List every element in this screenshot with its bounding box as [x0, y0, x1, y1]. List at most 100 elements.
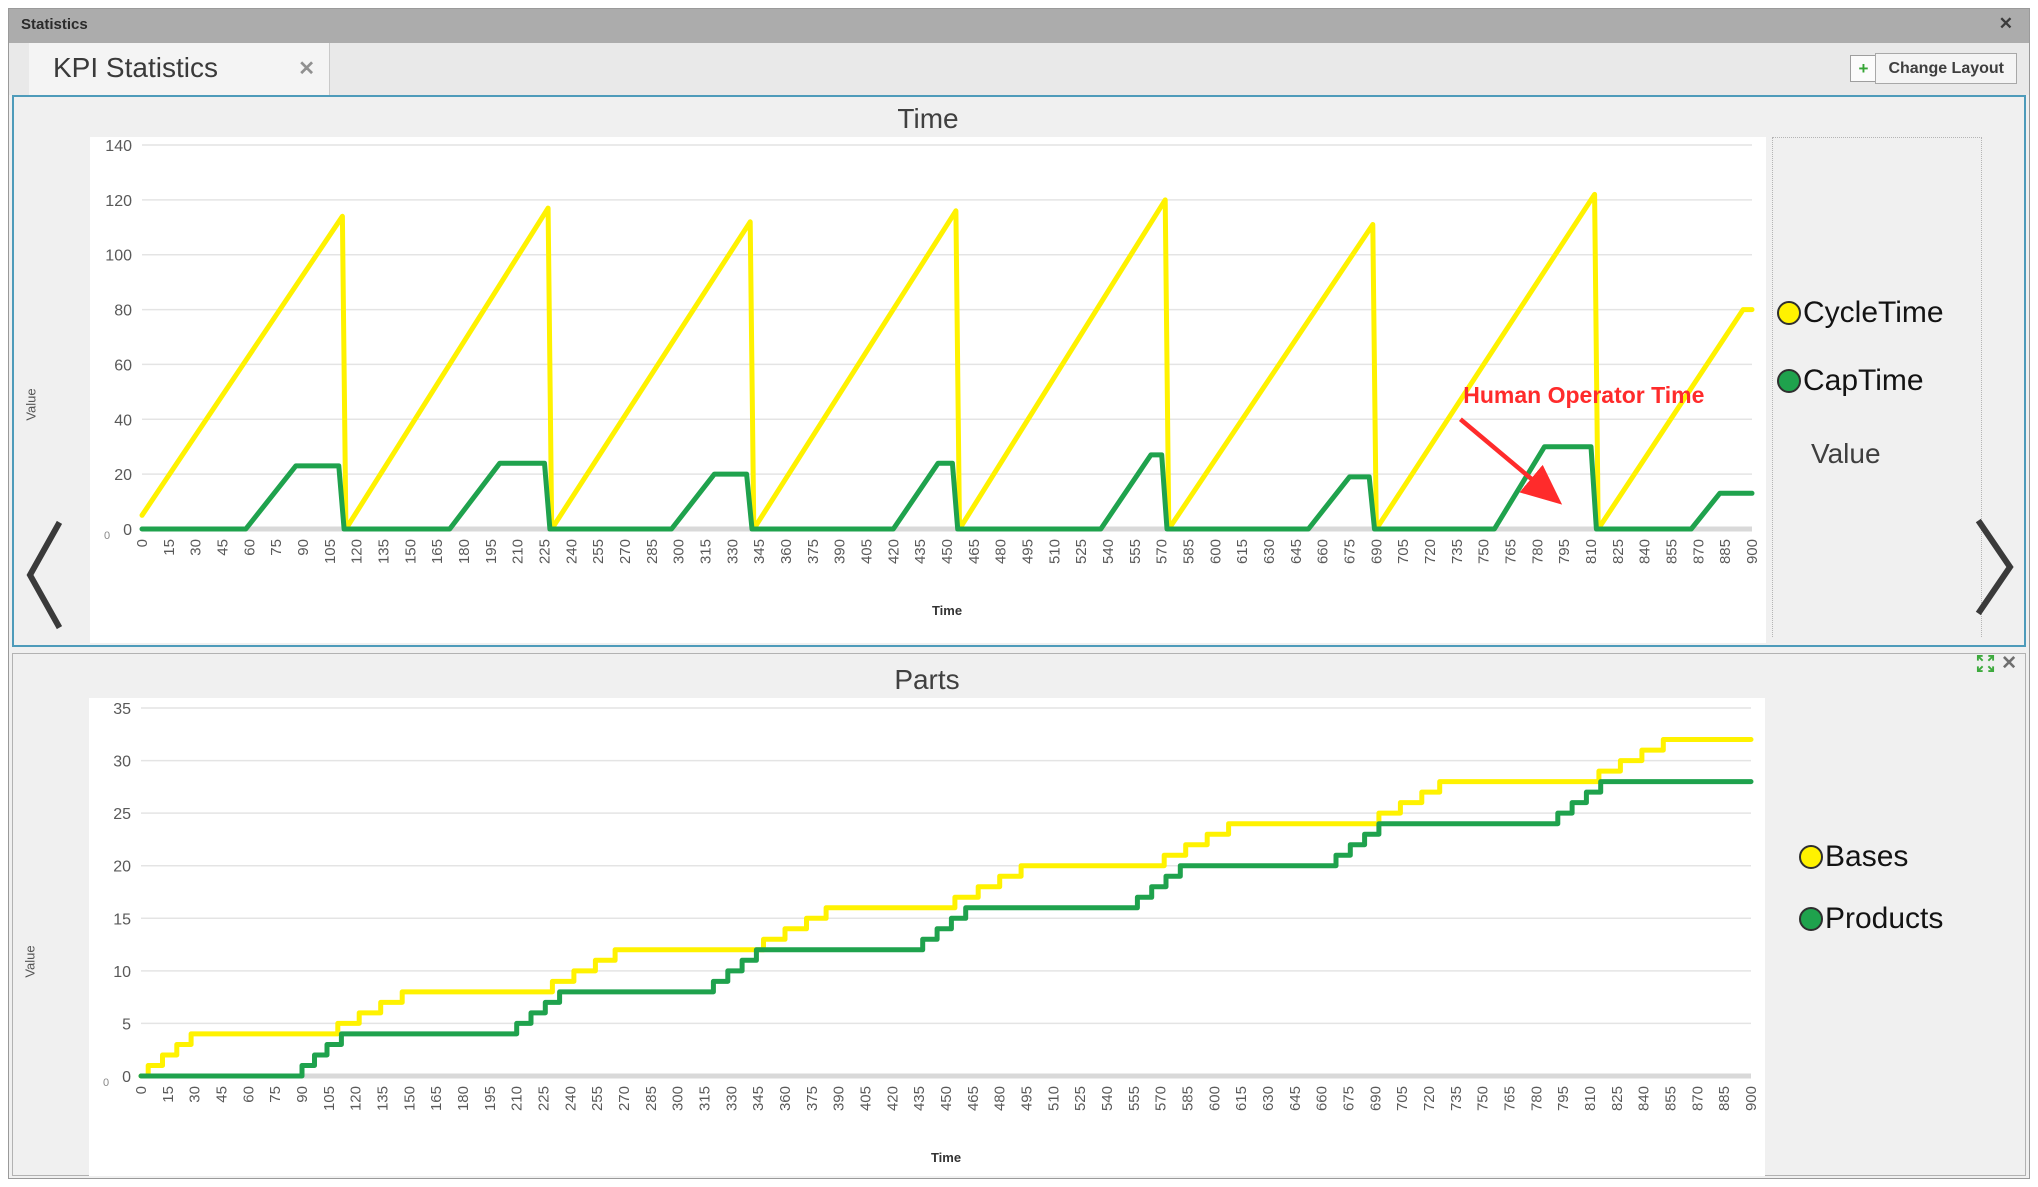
x-tick-label: 690	[1368, 539, 1385, 564]
x-tick-label: 450	[938, 1086, 955, 1111]
x-tick-label: 345	[750, 1086, 767, 1111]
x-tick-label: 330	[723, 1086, 740, 1111]
x-tick-label: 0	[134, 539, 151, 547]
corner-zero-label: 0	[103, 1077, 109, 1089]
x-tick-label: 90	[294, 1086, 311, 1103]
x-tick-label: 600	[1206, 1086, 1223, 1111]
x-tick-label: 60	[241, 539, 258, 556]
x-tick-label: 270	[616, 1086, 633, 1111]
y-tick-label: 10	[113, 964, 131, 981]
x-tick-label: 645	[1288, 539, 1305, 564]
x-tick-label: 300	[670, 1086, 687, 1111]
annotation-text: Human Operator Time	[1463, 382, 1704, 408]
x-tick-label: 210	[509, 1086, 526, 1111]
x-tick-label: 315	[698, 539, 715, 564]
x-tick-label: 375	[804, 1086, 821, 1111]
x-tick-label: 180	[455, 1086, 472, 1111]
x-tick-label: 390	[831, 1086, 848, 1111]
annotation-arrow	[1458, 417, 1563, 505]
x-tick-label: 675	[1342, 539, 1359, 564]
x-tick-label: 255	[589, 1086, 606, 1111]
plus-icon: +	[1858, 59, 1869, 78]
x-tick-label: 840	[1636, 1086, 1653, 1111]
x-tick-label: 570	[1154, 539, 1171, 564]
change-layout-button[interactable]: Change Layout	[1875, 53, 2017, 84]
x-tick-label: 675	[1341, 1086, 1358, 1111]
x-tick-label: 300	[671, 539, 688, 564]
corner-zero-label: 0	[104, 530, 110, 542]
series-captime	[139, 444, 1755, 532]
x-tick-label: 750	[1475, 1086, 1492, 1111]
x-tick-label: 615	[1234, 539, 1251, 564]
x-tick-label: 120	[349, 539, 366, 564]
scroll-left-icon[interactable]	[20, 519, 66, 631]
x-tick-label: 75	[267, 1086, 284, 1103]
x-tick-label: 375	[805, 539, 822, 564]
x-tick-label: 810	[1582, 1086, 1599, 1111]
parts-chart-legend: Bases Products	[1771, 694, 1979, 1167]
x-tick-label: 510	[1046, 539, 1063, 564]
y-tick-label: 5	[122, 1016, 131, 1033]
chart-close-icon[interactable]: ✕	[2001, 653, 2017, 674]
x-tick-label: 600	[1207, 539, 1224, 564]
y-tick-label: 100	[105, 248, 132, 265]
time-chart-yaxis-label: Value	[23, 388, 39, 421]
x-tick-label: 540	[1099, 1086, 1116, 1111]
x-tick-label: 405	[859, 539, 876, 564]
legend-value-label: Value	[1811, 438, 1881, 469]
x-tick-label: 435	[911, 1086, 928, 1111]
legend-item-cycletime[interactable]: CycleTime	[1777, 296, 1944, 330]
legend-item-bases[interactable]: Bases	[1799, 840, 1908, 874]
x-tick-label: 720	[1422, 539, 1439, 564]
x-tick-label: 795	[1555, 1086, 1572, 1111]
x-tick-label: 150	[401, 1086, 418, 1111]
x-tick-label: 15	[161, 539, 178, 556]
x-tick-label: 885	[1717, 539, 1734, 564]
x-tick-label: 735	[1448, 1086, 1465, 1111]
x-tick-label: 855	[1664, 539, 1681, 564]
y-tick-label: 25	[113, 806, 131, 823]
x-tick-label: 360	[777, 1086, 794, 1111]
tab-close-icon[interactable]: ✕	[298, 58, 315, 80]
x-tick-label: 420	[885, 539, 902, 564]
x-tick-label: 390	[832, 539, 849, 564]
x-tick-label: 630	[1261, 539, 1278, 564]
x-tick-label: 435	[912, 539, 929, 564]
tab-strip: KPI Statistics ✕ + Change Layout	[9, 43, 2029, 95]
x-tick-label: 30	[187, 1086, 204, 1103]
time-chart-legend: Value CycleTime CapTime	[1772, 137, 1982, 637]
y-tick-label: 40	[114, 412, 132, 429]
add-chart-button[interactable]: +	[1850, 55, 1877, 82]
scroll-right-icon[interactable]	[1972, 517, 2018, 617]
x-tick-label: 285	[643, 1086, 660, 1111]
x-tick-label: 720	[1421, 1086, 1438, 1111]
x-tick-label: 825	[1609, 1086, 1626, 1111]
x-tick-label: 195	[482, 1086, 499, 1111]
x-tick-label: 525	[1073, 539, 1090, 564]
x-tick-label: 660	[1315, 539, 1332, 564]
x-tick-label: 180	[456, 539, 473, 564]
y-tick-label: 140	[105, 138, 132, 155]
y-tick-label: 15	[113, 911, 131, 928]
x-tick-label: 855	[1663, 1086, 1680, 1111]
legend-item-products[interactable]: Products	[1799, 902, 1943, 936]
y-tick-label: 20	[114, 467, 132, 484]
window-close-icon[interactable]: ✕	[1998, 14, 2013, 33]
x-tick-label: 885	[1716, 1086, 1733, 1111]
x-tick-label: 765	[1503, 539, 1520, 564]
statistics-window: Statistics ✕ KPI Statistics ✕ + Change L…	[8, 8, 2030, 1179]
x-tick-label: 360	[778, 539, 795, 564]
x-tick-label: 120	[348, 1086, 365, 1111]
legend-item-captime[interactable]: CapTime	[1777, 364, 1924, 398]
x-tick-label: 255	[590, 539, 607, 564]
expand-icon[interactable]	[1976, 654, 1995, 673]
x-tick-label: 75	[268, 539, 285, 556]
tab-kpi-statistics[interactable]: KPI Statistics ✕	[29, 43, 330, 95]
parts-chart-panel: ✕ Parts Value 0 5 10 15 20 25 30 35 0 0 15 30 45 60 75…	[12, 653, 2026, 1176]
x-tick-label: 195	[483, 539, 500, 564]
x-tick-label: 60	[240, 1086, 257, 1103]
x-tick-label: 780	[1528, 1086, 1545, 1111]
x-tick-label: 795	[1556, 539, 1573, 564]
x-tick-label: 240	[563, 539, 580, 564]
